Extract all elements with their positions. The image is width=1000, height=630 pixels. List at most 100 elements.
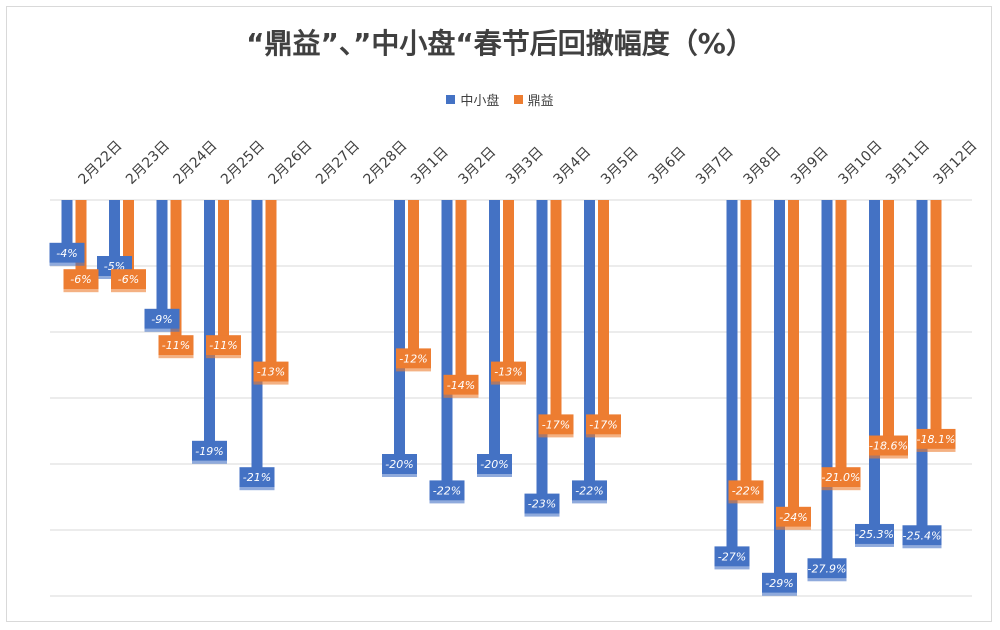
bar	[835, 200, 847, 478]
x-tick-label: 3月1日	[408, 144, 452, 188]
data-label-shadow	[49, 262, 85, 266]
data-label-box	[239, 467, 275, 488]
data-label: -19%	[195, 445, 223, 458]
bar	[441, 200, 453, 491]
data-label-box	[49, 242, 85, 263]
data-label-shadow	[538, 434, 574, 438]
data-label-box	[477, 454, 512, 474]
data-label-box	[111, 269, 146, 290]
data-label-box	[916, 428, 956, 449]
x-tick-label: 3月7日	[693, 144, 737, 188]
x-tick-label: 2月23日	[123, 138, 173, 188]
bar	[883, 200, 894, 446]
data-label-box	[572, 480, 607, 501]
data-label-shadow	[111, 289, 146, 293]
data-label-box	[855, 523, 894, 544]
data-label: -13%	[257, 366, 285, 379]
legend-swatch-series-2	[513, 95, 523, 104]
data-label: -14%	[447, 379, 475, 392]
data-label: -20%	[480, 458, 508, 471]
data-label-shadow	[855, 543, 894, 547]
data-label-box	[206, 335, 241, 356]
data-label: -23%	[528, 498, 556, 511]
bar	[218, 200, 229, 346]
data-label-box	[869, 435, 908, 456]
chart-legend: 中小盘 鼎益	[0, 90, 1000, 109]
data-label-shadow	[144, 328, 180, 332]
data-label: -6%	[70, 273, 91, 286]
data-label: -18.6%	[869, 440, 908, 453]
data-label-box	[728, 480, 764, 501]
data-label: -6%	[118, 273, 139, 286]
data-label-shadow	[762, 592, 797, 596]
bar	[394, 200, 405, 464]
bar	[265, 200, 277, 372]
x-tick-label: 3月10日	[836, 138, 886, 188]
data-label: -22%	[575, 484, 603, 497]
data-label: -22%	[433, 484, 461, 497]
data-label-box	[443, 374, 479, 395]
x-tick-label: 3月11日	[883, 138, 933, 188]
data-label: -13%	[494, 366, 522, 379]
bar	[75, 200, 87, 280]
data-label-box	[807, 558, 847, 579]
data-label-shadow	[728, 500, 764, 504]
bar	[726, 200, 738, 557]
data-label-shadow	[586, 434, 621, 438]
bar	[455, 200, 467, 385]
data-label-box	[192, 440, 227, 461]
data-label: -27.9%	[808, 562, 847, 575]
data-label-box	[776, 506, 811, 527]
bar	[408, 200, 419, 359]
data-label-box	[714, 546, 750, 567]
data-label: -25.4%	[903, 529, 942, 542]
data-label-shadow	[158, 355, 194, 359]
data-label-shadow	[63, 289, 99, 293]
data-label-shadow	[382, 474, 417, 477]
x-tick-label: 3月8日	[741, 144, 785, 188]
bar	[109, 200, 120, 266]
data-label: -18.1%	[917, 433, 956, 446]
bar	[788, 200, 799, 517]
data-label-shadow	[821, 487, 861, 491]
data-label: -20%	[385, 458, 413, 471]
legend-label-series-1: 中小盘	[460, 94, 500, 109]
data-label-box	[429, 480, 465, 501]
data-label: -29%	[765, 577, 793, 590]
data-label-shadow	[916, 448, 956, 452]
data-label-box	[821, 467, 861, 488]
data-label-box	[158, 335, 194, 356]
chart-title: “鼎益”、”中小盘“春节后回撤幅度（%）	[246, 27, 754, 60]
x-tick-label: 3月9日	[788, 144, 832, 188]
data-label-shadow	[869, 455, 908, 459]
bar	[204, 200, 215, 451]
data-label: -17%	[589, 418, 617, 431]
data-label-shadow	[429, 500, 465, 504]
bar	[489, 200, 500, 464]
bar	[774, 200, 785, 583]
data-label-shadow	[239, 487, 275, 491]
bar	[550, 200, 562, 425]
data-label-box	[586, 414, 621, 435]
data-label-shadow	[396, 368, 431, 372]
legend-label-series-2: 鼎益	[527, 94, 554, 109]
bar	[916, 200, 928, 536]
data-label-shadow	[477, 474, 512, 477]
x-tick-label: 2月24日	[171, 138, 221, 188]
legend-item-series-2: 鼎益	[513, 90, 554, 109]
data-label-shadow	[572, 500, 607, 504]
x-tick-label: 3月3日	[503, 144, 547, 188]
data-label: -17%	[542, 418, 570, 431]
data-label: -21.0%	[822, 471, 861, 484]
bar	[61, 200, 73, 253]
bar	[740, 200, 752, 491]
data-label-shadow	[524, 513, 560, 517]
data-label-shadow	[491, 381, 526, 385]
data-label-box	[762, 572, 797, 593]
data-label-box	[253, 361, 289, 382]
x-tick-label: 3月2日	[456, 144, 500, 188]
data-label: -27%	[718, 550, 746, 563]
data-label-shadow	[192, 460, 227, 464]
x-tick-label: 2月26日	[266, 138, 316, 188]
